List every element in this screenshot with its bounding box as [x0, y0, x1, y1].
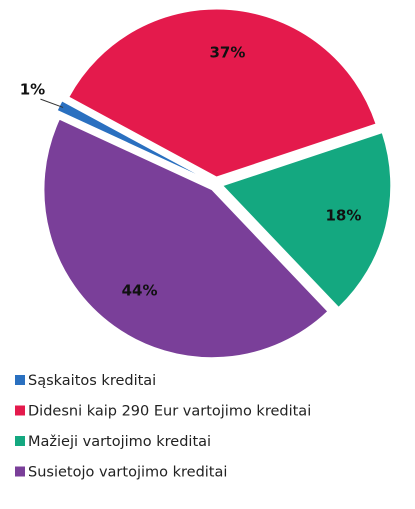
pie-slice [68, 8, 377, 178]
pie-slice [43, 118, 329, 359]
legend-swatch [15, 405, 25, 416]
legend-label: Didesni kaip 290 Eur vartojimo kreditai [28, 404, 311, 420]
data-label: 18% [325, 206, 361, 224]
legend-swatch [15, 466, 25, 477]
legend-swatch [15, 375, 25, 385]
data-label: 44% [122, 281, 158, 299]
legend-label: Sąskaitos kreditai [28, 373, 156, 389]
data-label: 37% [209, 44, 245, 62]
legend-swatch [15, 436, 25, 446]
pie-slice [221, 132, 392, 309]
legend-label: Susietojo vartojimo kreditai [28, 465, 227, 481]
leader-line [40, 98, 64, 108]
legend-label: Mažieji vartojimo kreditai [28, 434, 211, 450]
data-label: 1% [20, 81, 45, 99]
